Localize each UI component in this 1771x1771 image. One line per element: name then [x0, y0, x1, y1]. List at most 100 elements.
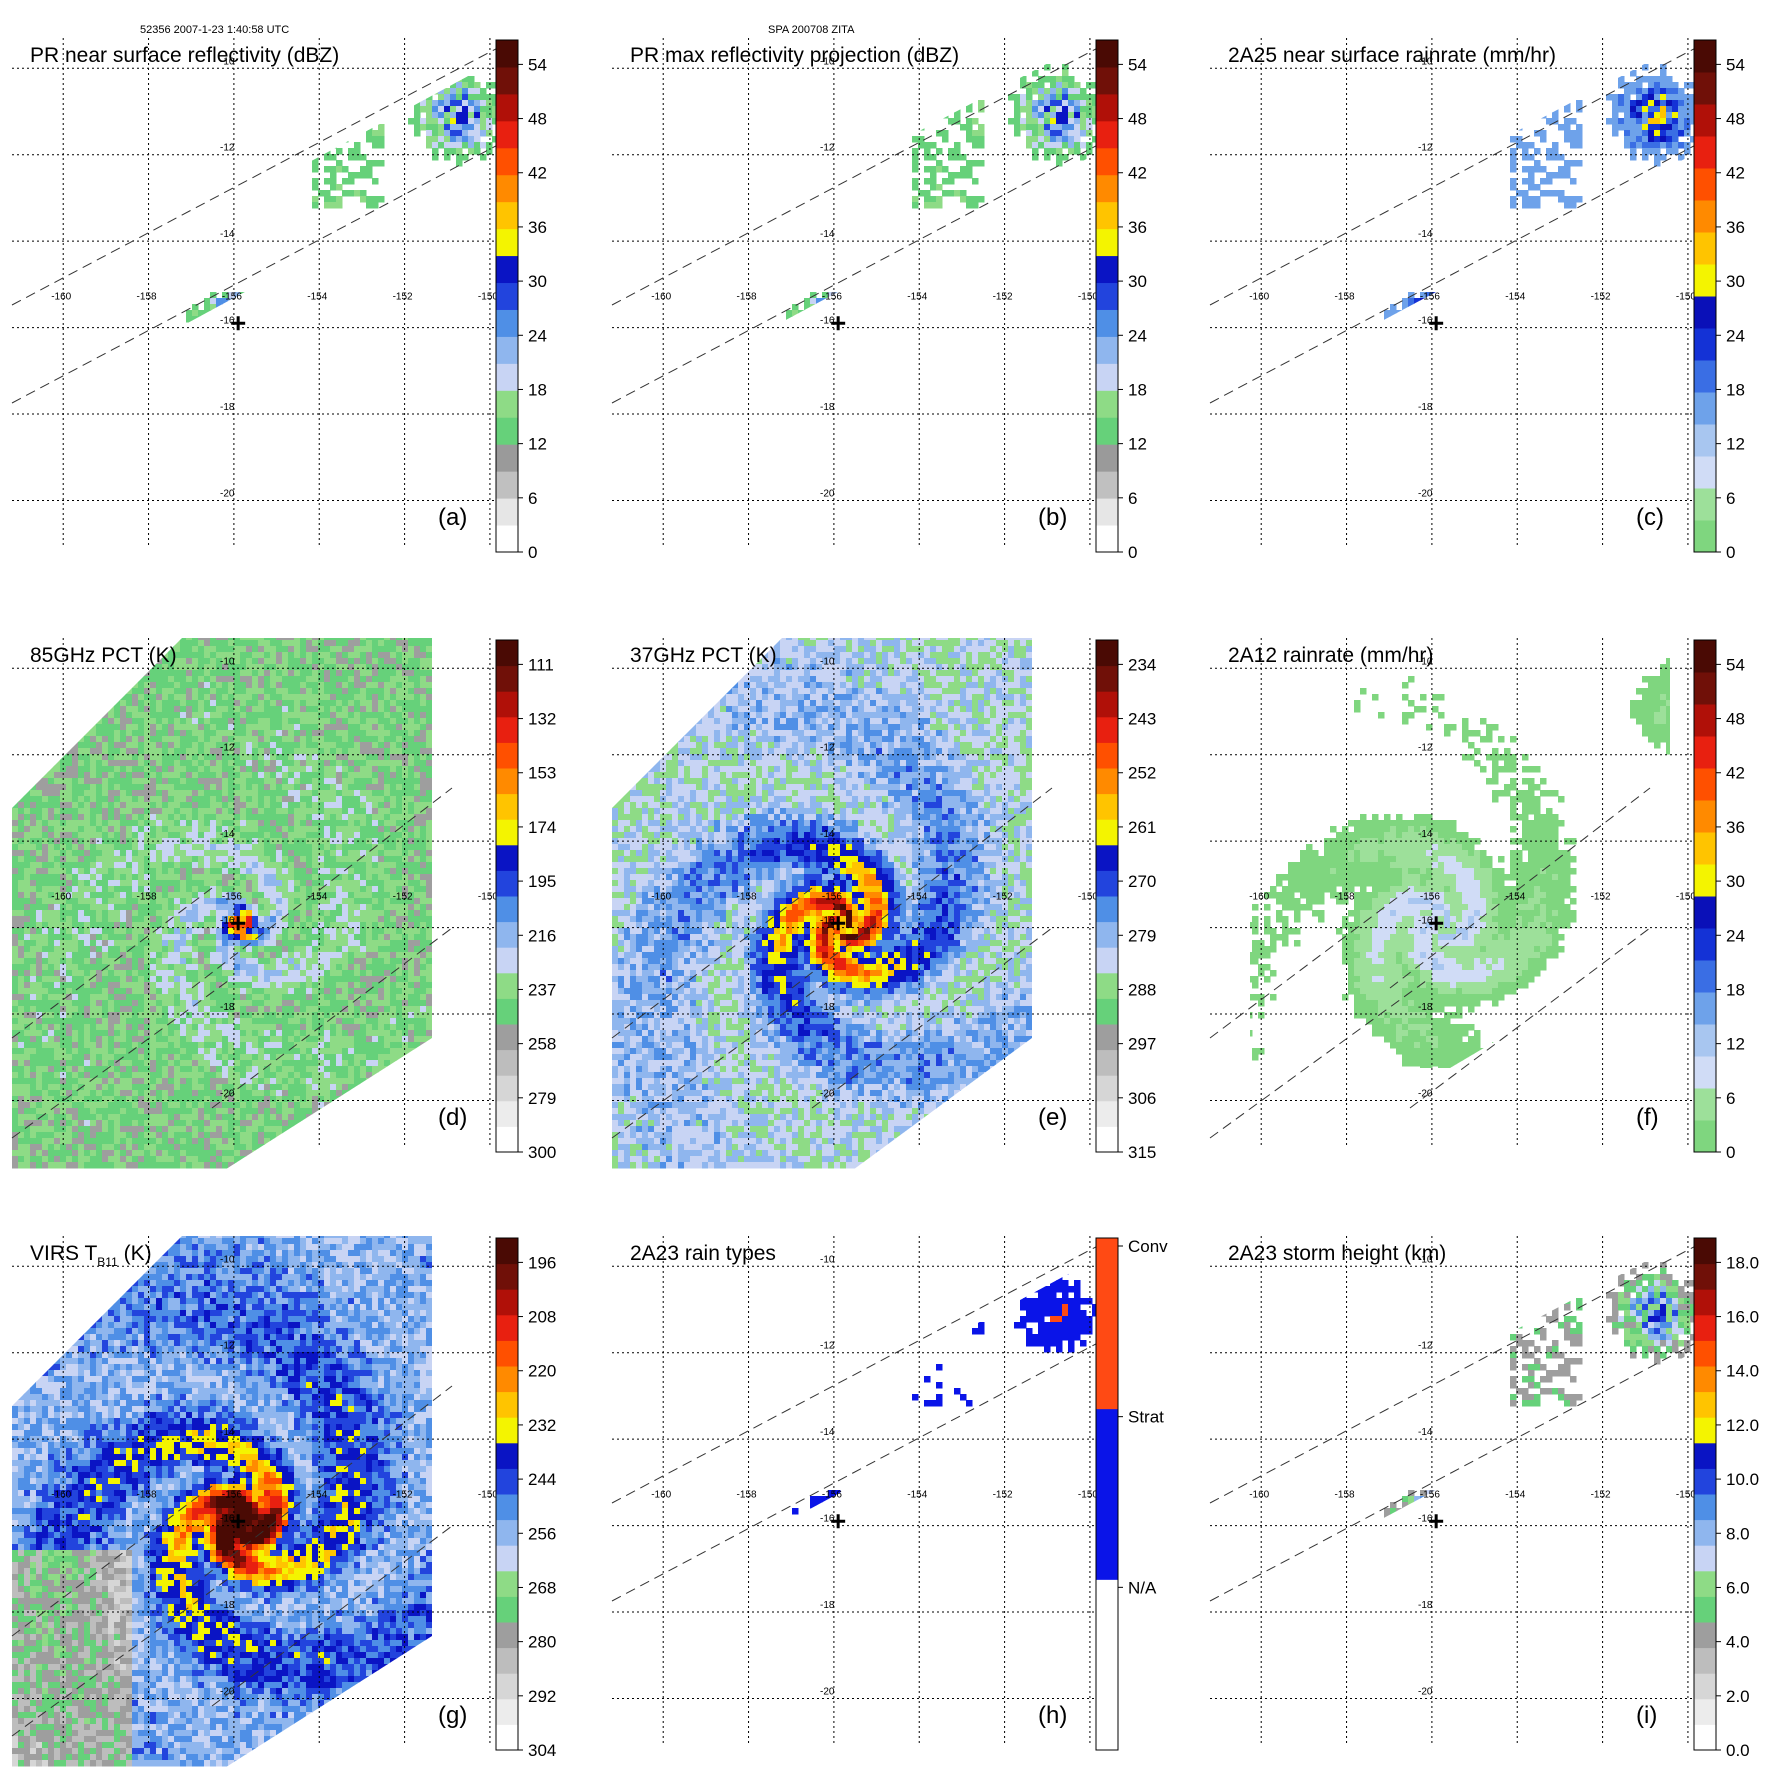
- header-storm-id: SPA 200708 ZITA: [768, 24, 854, 36]
- data-cell: [486, 646, 493, 653]
- data-cell: [324, 664, 331, 671]
- data-cell: [312, 796, 319, 803]
- data-cell: [144, 862, 151, 869]
- data-cell: [462, 808, 469, 815]
- data-cell: [204, 832, 211, 839]
- data-cell: [486, 130, 493, 137]
- data-cell: [450, 652, 457, 659]
- data-cell: [168, 658, 175, 665]
- data-cell: [168, 688, 175, 695]
- data-cell: [234, 310, 241, 317]
- colorbar-tick-label: 12: [528, 435, 547, 454]
- data-cell: [912, 154, 919, 161]
- data-cell: [192, 778, 199, 785]
- data-cell: [312, 118, 319, 125]
- data-cell: [84, 802, 91, 809]
- data-cell: [144, 820, 151, 827]
- data-cell: [438, 112, 445, 119]
- data-cell: [186, 694, 193, 701]
- data-cell: [1032, 70, 1039, 77]
- data-cell: [36, 790, 43, 797]
- data-cell: [168, 748, 175, 755]
- data-cell: [432, 628, 439, 635]
- data-cell: [390, 730, 397, 737]
- data-cell: [450, 664, 457, 671]
- data-cell: [282, 736, 289, 743]
- data-cell: [150, 682, 157, 689]
- data-cell: [342, 844, 349, 851]
- data-cell: [1666, 88, 1673, 95]
- data-cell: [366, 682, 373, 689]
- data-cell: [360, 730, 367, 737]
- colorbar-swatch: [1096, 282, 1118, 310]
- data-cell: [426, 640, 432, 647]
- data-cell: [240, 316, 247, 323]
- data-cell: [930, 202, 937, 209]
- data-cell: [198, 316, 205, 323]
- data-cell: [246, 638, 253, 641]
- data-cell: [312, 136, 319, 143]
- data-cell: [810, 328, 817, 335]
- data-cell: [294, 754, 301, 761]
- data-cell: [972, 82, 979, 89]
- data-cell: [336, 28, 343, 35]
- data-cell: [276, 856, 283, 863]
- data-cell: [210, 712, 217, 719]
- data-cell: [168, 778, 175, 785]
- data-cell: [348, 148, 355, 155]
- data-cell: [132, 868, 139, 875]
- data-cell: [924, 118, 931, 125]
- data-cell: [330, 742, 337, 749]
- data-cell: [300, 760, 307, 767]
- data-cell: [180, 868, 187, 875]
- data-cell: [258, 742, 265, 749]
- data-cell: [252, 730, 259, 737]
- data-cell: [270, 868, 277, 875]
- colorbar-tick-label: 42: [1128, 164, 1147, 183]
- data-cell: [354, 724, 361, 731]
- data-cell: [312, 784, 319, 791]
- data-cell: [126, 676, 133, 683]
- data-cell: [138, 874, 145, 881]
- data-cell: [480, 118, 487, 125]
- data-cell: [216, 712, 223, 719]
- colorbar-swatch: [1694, 104, 1716, 137]
- data-cell: [1462, 328, 1469, 335]
- data-cell: [420, 652, 427, 659]
- data-cell: [228, 688, 235, 695]
- data-cell: [444, 682, 451, 689]
- data-cell: [204, 826, 211, 833]
- data-cell: [324, 736, 331, 743]
- data-cell: [288, 670, 295, 677]
- data-cell: [462, 76, 469, 83]
- data-cell: [102, 862, 109, 869]
- data-cell: [210, 652, 217, 659]
- data-cell: [486, 778, 493, 785]
- data-cell: [228, 736, 235, 743]
- data-cell: [1540, 106, 1547, 113]
- data-cell: [372, 82, 379, 89]
- data-cell: [432, 778, 439, 785]
- data-cell: [852, 304, 859, 311]
- data-cell: [1540, 136, 1547, 143]
- data-cell: [450, 118, 457, 125]
- data-cell: [306, 706, 313, 713]
- data-cell: [432, 82, 439, 89]
- data-cell: [258, 724, 265, 731]
- data-cell: [840, 358, 847, 365]
- data-cell: [420, 700, 427, 707]
- data-cell: [348, 640, 355, 647]
- data-cell: [1062, 118, 1069, 125]
- data-cell: [480, 700, 487, 707]
- data-cell: [462, 142, 469, 149]
- data-cell: [324, 196, 331, 203]
- data-cell: [96, 856, 103, 863]
- data-cell: [36, 628, 43, 635]
- data-cell: [486, 754, 493, 761]
- data-cell: [318, 856, 325, 863]
- data-cell: [276, 322, 283, 329]
- data-cell: [318, 638, 325, 641]
- data-cell: [426, 790, 432, 797]
- data-cell: [1522, 118, 1529, 125]
- data-cell: [168, 832, 175, 839]
